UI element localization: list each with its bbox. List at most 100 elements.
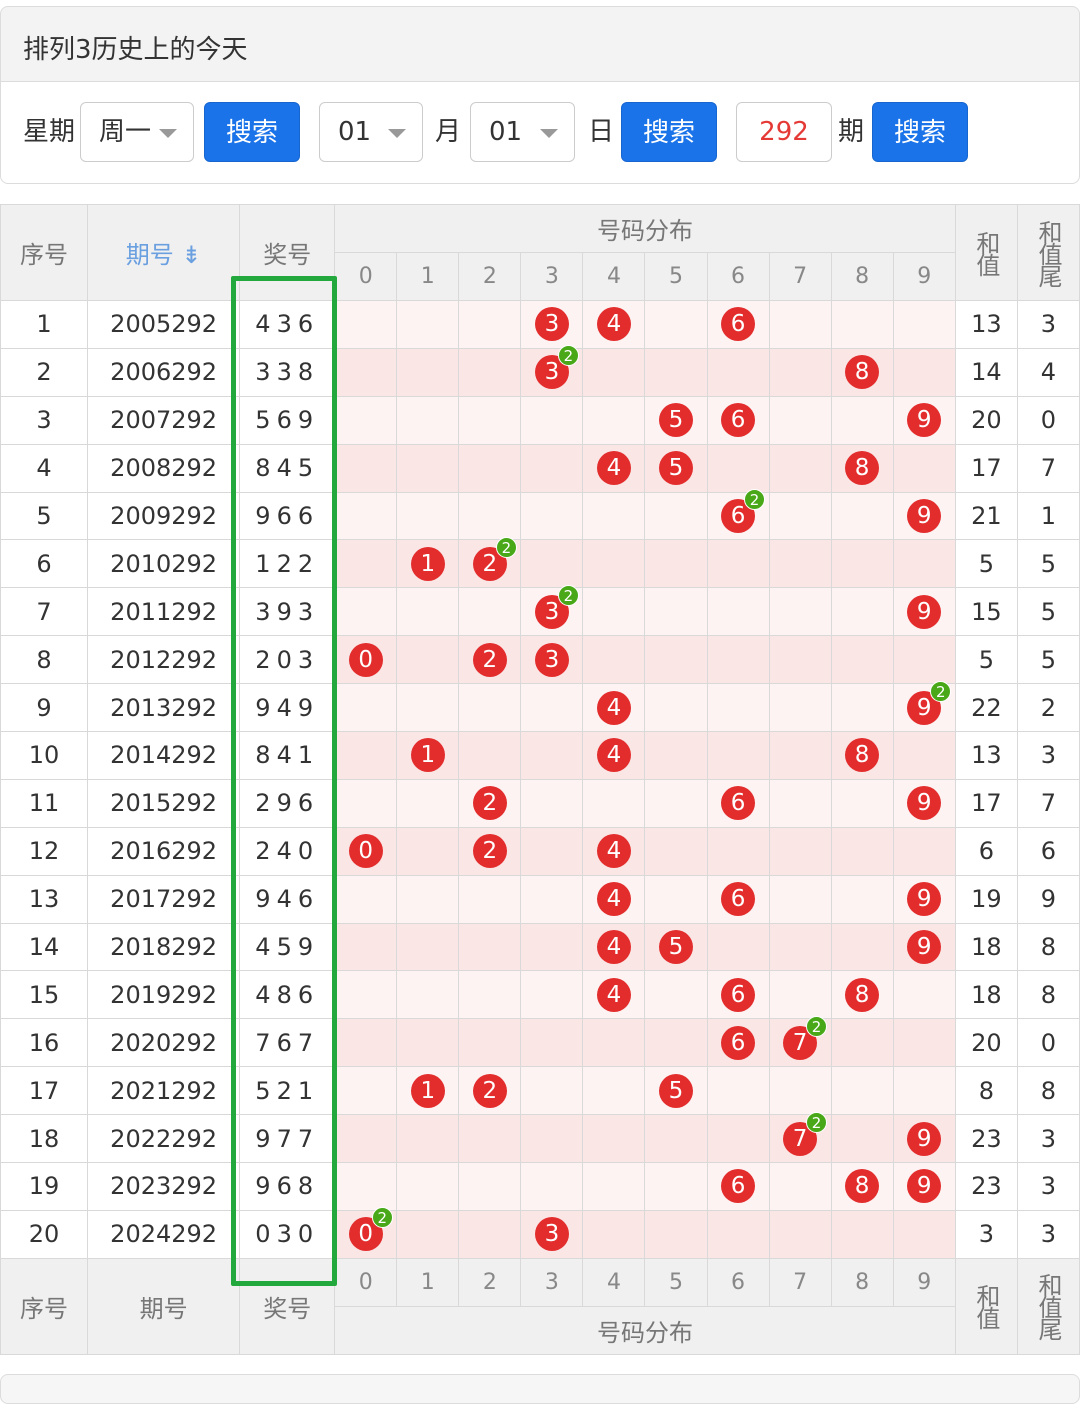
header-digit-6: 6 <box>706 252 770 301</box>
row-period: 2019292 <box>87 970 241 1020</box>
number-ball: 9 <box>907 594 942 629</box>
footer-digit-5: 5 <box>644 1257 708 1307</box>
distribution-cell <box>520 922 584 972</box>
row-period: 2021292 <box>87 1066 241 1116</box>
distribution-cell <box>768 1162 832 1211</box>
distribution-cell <box>458 1162 522 1211</box>
month-value: 01 <box>338 117 372 147</box>
repeat-count-badge: 2 <box>557 584 579 606</box>
weekday-search-button[interactable]: 搜索 <box>204 102 300 162</box>
distribution-cell <box>520 1162 584 1211</box>
distribution-cell: 9 <box>892 874 956 924</box>
distribution-cell <box>334 874 398 924</box>
period-input[interactable]: 292 <box>736 102 832 162</box>
weekday-select[interactable]: 周一 <box>80 102 194 162</box>
row-index: 4 <box>0 443 89 493</box>
row-prize: 203 <box>239 635 336 685</box>
footer-digit-6: 6 <box>706 1257 770 1307</box>
row-prize: 966 <box>239 491 336 541</box>
number-ball: 6 <box>721 307 756 342</box>
distribution-cell <box>830 778 894 828</box>
header-digit-3: 3 <box>520 252 584 301</box>
distribution-cell <box>892 347 956 397</box>
period-search-button[interactable]: 搜索 <box>872 102 968 162</box>
number-ball: 9 <box>907 1121 942 1156</box>
number-ball: 5 <box>658 451 693 486</box>
table-row: 5 2009292 966 6 2 9 21 1 <box>0 489 1080 541</box>
row-sum-tail: 9 <box>1016 874 1080 924</box>
distribution-cell <box>582 347 646 397</box>
distribution-cell <box>334 587 398 637</box>
row-period: 2024292 <box>87 1209 241 1259</box>
distribution-cell <box>768 443 832 493</box>
footer-index: 序号 <box>0 1257 89 1355</box>
distribution-cell <box>830 539 894 589</box>
footer-digit-2: 2 <box>458 1257 522 1307</box>
distribution-cell <box>396 587 460 637</box>
distribution-cell: 4 <box>582 922 646 972</box>
number-ball: 9 <box>907 1169 942 1204</box>
distribution-cell <box>768 731 832 780</box>
distribution-cell <box>830 491 894 541</box>
footer-sum-label: 和值 <box>971 1284 1000 1329</box>
row-sum: 6 <box>954 826 1018 876</box>
distribution-cell <box>892 826 956 876</box>
distribution-cell: 9 <box>892 1162 956 1211</box>
next-panel <box>0 1374 1080 1404</box>
footer-period: 期号 <box>87 1257 241 1355</box>
number-ball: 2 <box>472 834 507 869</box>
distribution-cell: 4 <box>582 443 646 493</box>
distribution-cell <box>458 922 522 972</box>
sort-icon[interactable]: ⇟ <box>181 241 202 269</box>
distribution-cell: 8 <box>830 443 894 493</box>
number-ball: 2 <box>472 642 507 677</box>
date-search-button[interactable]: 搜索 <box>621 102 717 162</box>
distribution-cell: 2 <box>458 826 522 876</box>
period-label: 期 <box>838 117 865 147</box>
distribution-cell <box>396 922 460 972</box>
row-period: 2022292 <box>87 1114 241 1164</box>
row-sum-tail: 3 <box>1016 1114 1080 1164</box>
row-period: 2005292 <box>87 300 241 349</box>
weekday-label: 星期 <box>23 117 76 147</box>
repeat-count-badge: 2 <box>557 345 579 367</box>
distribution-cell <box>644 874 708 924</box>
distribution-cell <box>706 731 770 780</box>
row-index: 2 <box>0 347 89 397</box>
distribution-cell <box>768 347 832 397</box>
distribution-cell <box>644 635 708 685</box>
month-select[interactable]: 01 <box>319 102 423 162</box>
header-digit-2: 2 <box>458 252 522 301</box>
footer-digit-8: 8 <box>830 1257 894 1307</box>
number-ball: 3 <box>534 642 569 677</box>
distribution-cell <box>396 491 460 541</box>
row-period: 2008292 <box>87 443 241 493</box>
row-sum-tail: 5 <box>1016 587 1080 637</box>
number-ball: 6 <box>721 1169 756 1204</box>
distribution-cell <box>334 922 398 972</box>
footer-sum-tail: 和值尾 <box>1016 1257 1080 1355</box>
distribution-cell <box>830 826 894 876</box>
number-ball: 3 <box>534 307 569 342</box>
row-prize: 240 <box>239 826 336 876</box>
distribution-cell <box>644 970 708 1020</box>
distribution-cell <box>768 491 832 541</box>
number-ball: 2 <box>472 786 507 821</box>
row-prize: 946 <box>239 874 336 924</box>
number-ball: 9 <box>907 499 942 533</box>
day-select[interactable]: 01 <box>470 102 575 162</box>
header-period[interactable]: 期号 ⇟ <box>87 204 241 301</box>
distribution-cell <box>830 874 894 924</box>
distribution-cell <box>334 443 398 493</box>
distribution-cell: 4 <box>582 731 646 780</box>
row-period: 2011292 <box>87 587 241 637</box>
distribution-cell <box>768 587 832 637</box>
distribution-cell <box>458 587 522 637</box>
distribution-cell <box>830 587 894 637</box>
distribution-cell <box>706 587 770 637</box>
row-prize: 393 <box>239 587 336 637</box>
distribution-cell <box>582 778 646 828</box>
day-label: 日 <box>588 117 615 147</box>
table-row: 4 2008292 845 4 5 8 17 7 <box>0 443 1080 493</box>
distribution-cell <box>458 1114 522 1164</box>
